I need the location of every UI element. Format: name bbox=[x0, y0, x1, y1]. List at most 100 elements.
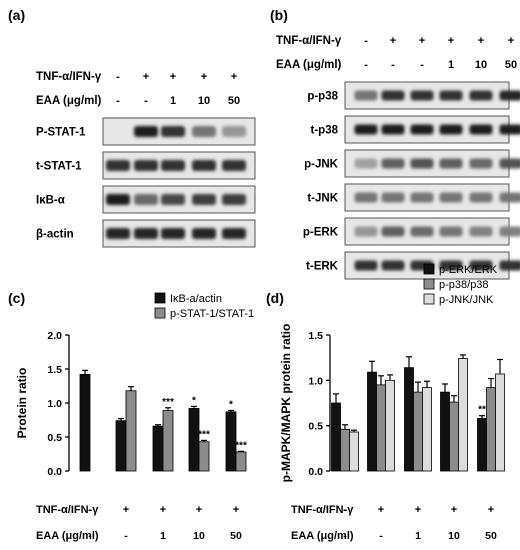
blot-band bbox=[439, 260, 463, 271]
blot-band bbox=[192, 160, 216, 171]
dose-value: 50 bbox=[228, 95, 240, 107]
y-tick-label: 0.5 bbox=[47, 432, 62, 444]
blot-band bbox=[354, 192, 378, 203]
treatment-value: - bbox=[364, 35, 368, 47]
bar bbox=[162, 410, 174, 472]
treatment-value: + bbox=[415, 504, 421, 516]
blot-band bbox=[106, 160, 130, 171]
dose-value: 50 bbox=[505, 59, 517, 71]
treatment-value: + bbox=[448, 35, 454, 47]
y-tick-label: 1.5 bbox=[308, 330, 323, 342]
treatment-value: + bbox=[378, 504, 384, 516]
blot-band bbox=[469, 158, 493, 169]
significance-mark: * bbox=[229, 399, 233, 410]
dose-value: - bbox=[391, 59, 395, 71]
legend-label: p-ERK/ERK bbox=[439, 264, 498, 276]
treatment-value: + bbox=[233, 504, 239, 516]
panel-label-chart: (c) bbox=[8, 290, 25, 306]
dose-value: - bbox=[343, 530, 347, 542]
dose-value: 1 bbox=[160, 530, 166, 542]
bar bbox=[331, 402, 341, 472]
chart: (d) 0.0 0.5 1.0 1.5 p-MAPK/MAPK protein ratio… bbox=[266, 263, 505, 542]
bar bbox=[125, 390, 137, 472]
blot-band bbox=[381, 192, 405, 203]
dose-value: 10 bbox=[448, 530, 460, 542]
blot-row: β-actin bbox=[36, 219, 256, 248]
y-tick-label: 0.0 bbox=[47, 466, 62, 478]
dose-value: 1 bbox=[170, 95, 176, 107]
treatment-value: + bbox=[419, 35, 425, 47]
blot-band bbox=[439, 124, 463, 135]
treatment-value: + bbox=[170, 71, 176, 83]
bar bbox=[449, 401, 459, 472]
bar bbox=[440, 391, 450, 472]
blot-row: p-JNK bbox=[304, 149, 520, 178]
blot-label: t-JNK bbox=[307, 193, 338, 205]
blot-row: p-ERK bbox=[303, 217, 520, 246]
treatment-value: - bbox=[116, 71, 120, 83]
legend-swatch bbox=[423, 278, 435, 290]
dose-value: - bbox=[420, 59, 424, 71]
blot-row: t-p38 bbox=[311, 115, 520, 144]
blot-band bbox=[354, 124, 378, 135]
blot-band bbox=[499, 124, 520, 135]
blot-label: t-p38 bbox=[311, 125, 339, 137]
dose-value: 50 bbox=[230, 530, 242, 542]
blot-band bbox=[499, 226, 520, 237]
blot-band bbox=[469, 226, 493, 237]
blot-band bbox=[134, 228, 158, 239]
panel-label-b: (b) bbox=[270, 7, 288, 23]
legend-swatch bbox=[423, 263, 435, 275]
bar bbox=[376, 384, 386, 472]
blot-band bbox=[161, 126, 185, 137]
blot-band bbox=[410, 192, 434, 203]
y-tick-label: 1.0 bbox=[47, 398, 62, 410]
bar bbox=[385, 379, 395, 472]
treatment-value: + bbox=[160, 504, 166, 516]
treatment-value: + bbox=[451, 504, 457, 516]
bar bbox=[486, 387, 496, 472]
blot-band bbox=[354, 226, 378, 237]
treatment-value: + bbox=[508, 35, 514, 47]
legend-label: p-p38/p38 bbox=[439, 279, 489, 291]
dose-value: 1 bbox=[448, 59, 454, 71]
panel-label-chart: (d) bbox=[266, 290, 284, 306]
y-tick-label: 0.5 bbox=[308, 421, 323, 433]
blot-band bbox=[469, 192, 493, 203]
blot-band bbox=[354, 260, 378, 271]
blot-band bbox=[439, 192, 463, 203]
blot-label: P-STAT-1 bbox=[36, 127, 86, 139]
legend-label: p-JNK/JNK bbox=[439, 294, 494, 306]
significance-mark: *** bbox=[162, 397, 174, 408]
blot-band bbox=[469, 124, 493, 135]
blot-band bbox=[106, 228, 130, 239]
significance-mark: ** bbox=[478, 405, 486, 416]
y-axis-label: Protein ratio bbox=[15, 368, 29, 439]
blot-band bbox=[192, 228, 216, 239]
blot-band bbox=[410, 158, 434, 169]
blot-band bbox=[222, 160, 246, 171]
blot-band bbox=[222, 126, 246, 137]
treatment-value: + bbox=[478, 35, 484, 47]
dose-value: 10 bbox=[198, 95, 210, 107]
blot-label: β-actin bbox=[36, 229, 74, 241]
dose-value: - bbox=[364, 59, 368, 71]
bar bbox=[198, 441, 210, 472]
blot-row: p-p38 bbox=[307, 81, 520, 110]
blot-band bbox=[222, 228, 246, 239]
blot-label: p-p38 bbox=[307, 91, 338, 103]
treatment-label: TNF-α/IFN-γ bbox=[36, 504, 99, 516]
treatment-label: TNF-α/IFN-γ bbox=[36, 71, 102, 83]
y-tick-label: 1.0 bbox=[308, 375, 323, 387]
blot-row: IκB-α bbox=[36, 185, 256, 214]
treatment-value: + bbox=[390, 35, 396, 47]
blot-row: t-STAT-1 bbox=[36, 151, 256, 180]
dose-value: - bbox=[144, 95, 148, 107]
blot-band bbox=[161, 160, 185, 171]
blot-band bbox=[469, 90, 493, 101]
blot-band bbox=[499, 90, 520, 101]
significance-mark: * bbox=[192, 395, 196, 406]
significance-mark: *** bbox=[198, 429, 210, 440]
blot-band bbox=[192, 194, 216, 205]
